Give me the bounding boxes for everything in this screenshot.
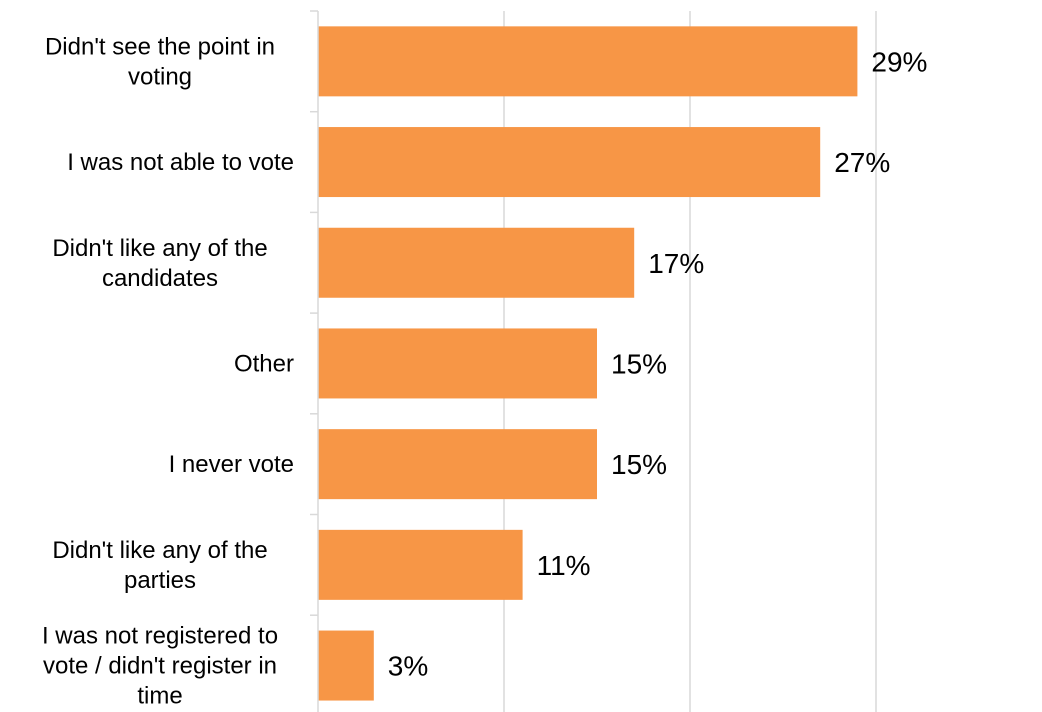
category-labels: Didn't see the point in voting I was not a… bbox=[42, 33, 294, 709]
category-label-4: I never vote bbox=[169, 451, 294, 478]
category-label-line: Didn't like any of the bbox=[52, 235, 267, 262]
bar-1 bbox=[318, 127, 821, 198]
bar-4 bbox=[318, 429, 597, 500]
category-label-line: I was not able to vote bbox=[67, 149, 294, 176]
category-label-line: I was not registered to bbox=[42, 623, 278, 650]
bar-0 bbox=[318, 26, 858, 97]
category-label-line: Didn't like any of the bbox=[52, 537, 267, 564]
bar-2 bbox=[318, 227, 635, 298]
value-label-3: 15% bbox=[611, 348, 667, 379]
category-label-1: I was not able to vote bbox=[67, 149, 294, 176]
category-label-line: time bbox=[137, 683, 182, 710]
category-label-line: parties bbox=[124, 567, 196, 594]
category-label-line: Didn't see the point in bbox=[45, 33, 275, 60]
value-label-0: 29% bbox=[871, 46, 927, 77]
value-label-1: 27% bbox=[834, 147, 890, 178]
category-axis bbox=[310, 10, 319, 712]
category-label-3: Other bbox=[234, 350, 294, 377]
category-label-6: I was not registered to vote / didn't reg… bbox=[42, 623, 278, 710]
value-label-6: 3% bbox=[388, 651, 428, 682]
bar-5 bbox=[318, 529, 523, 600]
category-label-line: voting bbox=[128, 63, 192, 90]
category-label-5: Didn't like any of the parties bbox=[52, 537, 267, 594]
category-label-line: I never vote bbox=[169, 451, 294, 478]
category-label-0: Didn't see the point in voting bbox=[45, 33, 275, 90]
bar-3 bbox=[318, 328, 597, 399]
category-label-2: Didn't like any of the candidates bbox=[52, 235, 267, 292]
bars bbox=[318, 26, 858, 701]
value-label-4: 15% bbox=[611, 449, 667, 480]
category-label-line: Other bbox=[234, 350, 294, 377]
value-label-5: 11% bbox=[537, 550, 591, 581]
bar-6 bbox=[318, 630, 374, 701]
value-labels: 29% 27% 17% 15% 15% 11% 3% bbox=[388, 46, 928, 681]
category-label-line: vote / didn't register in bbox=[43, 653, 277, 680]
category-label-line: candidates bbox=[102, 265, 218, 292]
value-label-2: 17% bbox=[648, 248, 704, 279]
